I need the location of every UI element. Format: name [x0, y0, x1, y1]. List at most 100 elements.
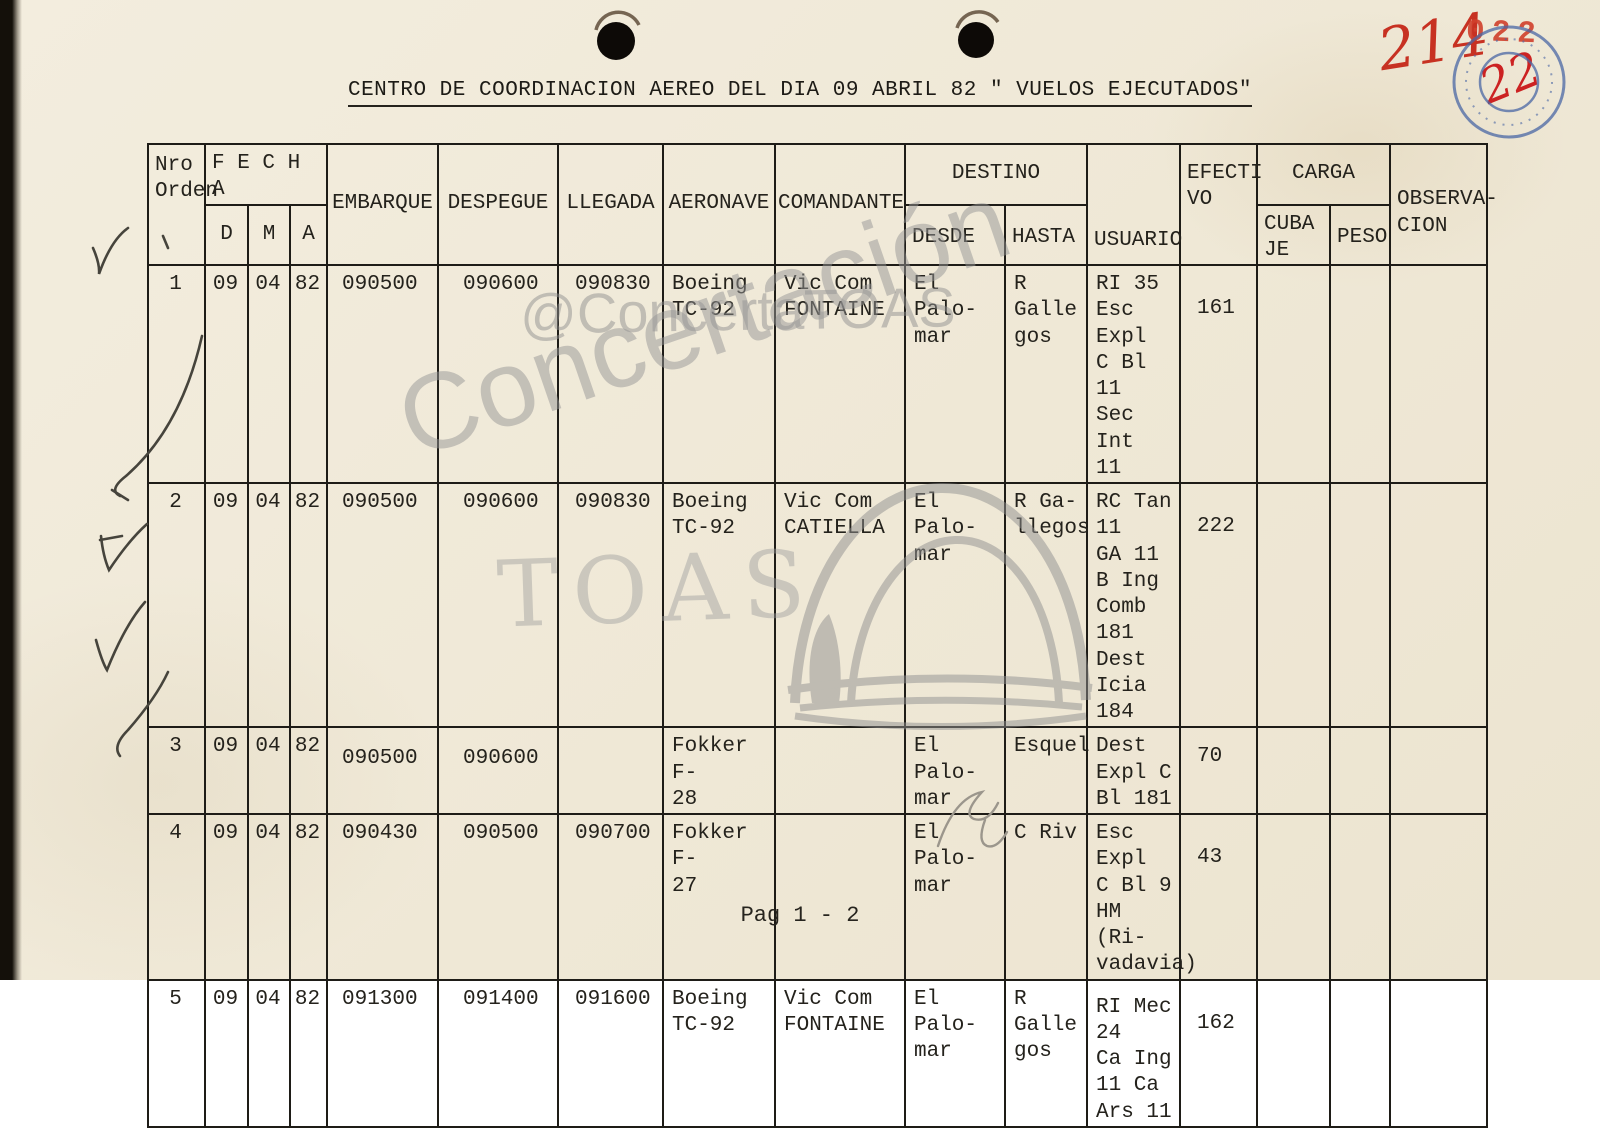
cell-mes: 04 [247, 978, 291, 1128]
stamped-number-022: 022 [1465, 14, 1544, 53]
cell-comandante [774, 813, 906, 981]
cell-despegue: 090600 [437, 264, 559, 484]
cell-llegada: 091600 [557, 978, 664, 1128]
cell-anio: 82 [289, 726, 328, 815]
cell-hasta: Esquel [1004, 726, 1090, 815]
flights-table: Nro Orden F E C H A EMBARQUE DESPEGUE LL… [147, 143, 1498, 1128]
cell-embarque: 091300 [326, 978, 439, 1128]
cell-llegada: 090830 [557, 264, 664, 484]
col-header-carga: CARGA [1255, 143, 1392, 206]
cell-desde: El Palo- mar [904, 813, 1006, 981]
cell-cubaje [1256, 264, 1331, 484]
cell-hasta: R Galle gos [1004, 978, 1088, 1128]
cell-efectivo: 162 [1179, 978, 1258, 1128]
scan-edge-shadow [0, 0, 22, 980]
cell-dia: 09 [204, 726, 249, 815]
cell-efectivo: 161 [1179, 264, 1258, 484]
col-header-usuario: USUARIO [1086, 143, 1182, 266]
cell-observacion [1389, 481, 1489, 729]
table-row: 4 09 04 82 090430 090500 090700 Fokker F… [147, 813, 1489, 981]
cell-aeronave: Boeing TC-92 [662, 264, 776, 484]
col-header-hasta: HASTA [1004, 203, 1088, 266]
cell-peso [1328, 978, 1392, 1128]
cell-mes: 04 [247, 813, 291, 981]
cell-mes: 04 [247, 481, 291, 729]
cell-peso [1328, 726, 1392, 815]
cell-aeronave: Boeing TC-92 [662, 481, 776, 729]
cell-peso [1328, 813, 1392, 981]
cell-aeronave: Fokker F- 28 [662, 726, 776, 815]
cell-anio: 82 [289, 481, 328, 729]
col-header-llegada: LLEGADA [557, 143, 664, 266]
cell-anio: 82 [289, 264, 328, 484]
cell-embarque: 090500 [326, 264, 439, 484]
cell-peso [1328, 481, 1392, 729]
cell-desde: El Palo- mar [904, 978, 1006, 1128]
cell-llegada [557, 726, 664, 815]
cell-aeronave: Boeing TC-92 [662, 978, 776, 1128]
col-header-destino: DESTINO [904, 143, 1088, 206]
cell-embarque: 090430 [326, 813, 439, 981]
cell-hasta: R Galle gos [1004, 264, 1088, 484]
cell-mes: 04 [247, 264, 291, 484]
cell-nro: 2 [147, 481, 206, 729]
table-row: 3 09 04 82 090500 090600 Fokker F- 28 El… [147, 726, 1489, 815]
cell-nro: 4 [147, 813, 206, 981]
cell-observacion [1389, 264, 1489, 484]
col-header-nro-orden: Nro Orden [147, 143, 218, 266]
document-title: CENTRO DE COORDINACION AEREO DEL DIA 09 … [0, 79, 1600, 107]
table-row: 2 09 04 82 090500 090600 090830 Boeing T… [147, 481, 1489, 729]
cell-nro: 1 [147, 264, 206, 484]
cell-comandante [774, 726, 906, 815]
header-row-sub: D M A DESDE HASTA CUBA JE PESO [148, 203, 1487, 266]
cell-efectivo: 43 [1179, 813, 1258, 981]
cell-dia: 09 [204, 813, 249, 981]
col-header-aeronave: AERONAVE [662, 143, 776, 266]
document-title-text: CENTRO DE COORDINACION AEREO DEL DIA 09 … [347, 79, 1253, 107]
cell-cubaje [1256, 481, 1331, 729]
col-header-observacion: OBSERVA- CION [1389, 143, 1498, 266]
cell-cubaje [1256, 726, 1331, 815]
cell-comandante: Vic Com CATIELLA [774, 481, 906, 729]
punch-hole-icon [955, 10, 1000, 58]
cell-usuario: RI 35 Esc Expl C Bl 11 Sec Int 11 [1086, 264, 1181, 484]
page-number: Pag 1 - 2 [740, 903, 860, 928]
cell-despegue: 090600 [437, 726, 559, 815]
cell-dia: 09 [204, 978, 249, 1128]
cell-comandante: Vic Com FONTAINE [774, 264, 906, 484]
cell-llegada: 090700 [557, 813, 664, 981]
col-header-comandante: COMANDANTE [774, 143, 906, 266]
header-row-top: Nro Orden F E C H A EMBARQUE DESPEGUE LL… [147, 143, 1498, 266]
col-header-peso: PESO [1328, 203, 1392, 266]
cell-anio: 82 [289, 813, 328, 981]
cell-llegada: 090830 [557, 481, 664, 729]
cell-despegue: 090600 [437, 481, 559, 729]
col-header-cubaje: CUBA JE [1256, 203, 1331, 266]
cell-desde: El Palo- mar [904, 481, 1006, 729]
cell-hasta: R Ga- llegos [1004, 481, 1090, 729]
punch-hole-icon [594, 10, 641, 60]
cell-efectivo: 70 [1179, 726, 1258, 815]
cell-peso [1328, 264, 1392, 484]
cell-aeronave: Fokker F- 27 [662, 813, 776, 981]
cell-efectivo: 222 [1179, 481, 1258, 729]
col-header-desde: DESDE [904, 203, 1006, 266]
cell-dia: 09 [204, 481, 249, 729]
cell-usuario: Dest Expl C Bl 181 [1086, 726, 1181, 815]
col-header-dia: D [204, 203, 249, 266]
cell-desde: El Palo- mar [904, 264, 1006, 484]
cell-usuario: RC Tan 11 GA 11 B Ing Comb 181 Dest Icia… [1086, 481, 1181, 729]
table-row: 5 09 04 82 091300 091400 091600 Boeing T… [147, 978, 1489, 1128]
cell-usuario: Esc Expl C Bl 9 HM (Ri- vadavia) [1086, 813, 1197, 981]
cell-cubaje [1256, 813, 1331, 981]
col-header-mes: M [247, 203, 291, 266]
col-header-despegue: DESPEGUE [437, 143, 559, 266]
col-header-embarque: EMBARQUE [326, 143, 439, 266]
col-header-anio: A [289, 203, 328, 266]
cell-dia: 09 [204, 264, 249, 484]
col-header-efectivo: EFECTI VO [1179, 143, 1263, 266]
cell-despegue: 091400 [437, 978, 559, 1128]
cell-desde: El Palo- mar [904, 726, 1006, 815]
cell-nro: 5 [147, 978, 206, 1128]
